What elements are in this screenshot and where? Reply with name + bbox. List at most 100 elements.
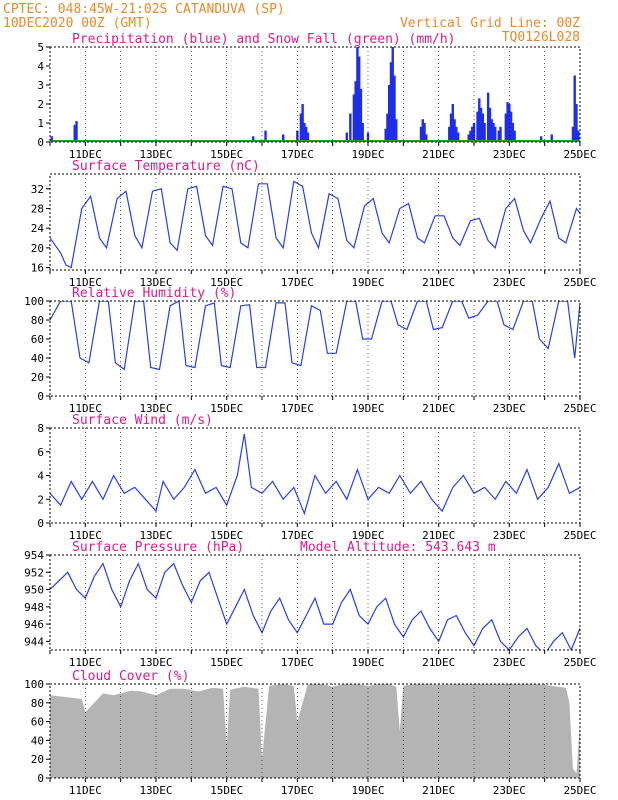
wind-ytick-label: 0 [37, 517, 44, 530]
cloud-xtick-label: 19DEC [351, 784, 384, 797]
precip-bar [299, 113, 303, 142]
temp-xtick-label: 21DEC [422, 276, 455, 289]
wind-ytick-label: 6 [37, 446, 44, 459]
precip-bar [425, 134, 428, 142]
cloud-xtick-label: 23DEC [493, 784, 526, 797]
precip-bar [506, 102, 509, 142]
precip-bar [423, 123, 426, 142]
precip-bar [366, 132, 370, 142]
temp-xtick-label: 15DEC [210, 276, 243, 289]
pres-xtick-label: 21DEC [422, 656, 455, 669]
precip-bar [577, 130, 580, 142]
cloud-xtick-label: 11DEC [69, 784, 102, 797]
precip-bar [467, 134, 470, 142]
precip-xtick-label: 19DEC [351, 148, 384, 161]
precip-bar [282, 134, 285, 142]
temp-xtick-label: 11DEC [69, 276, 102, 289]
pres-xtick-label: 15DEC [210, 656, 243, 669]
cloud-ytick-label: 0 [37, 772, 44, 785]
rh-xtick-label: 11DEC [69, 402, 102, 415]
cloud-xtick-label: 17DEC [281, 784, 314, 797]
wind-ytick-label: 8 [37, 422, 44, 435]
precip-bar [469, 130, 472, 142]
precip-xtick-label: 17DEC [281, 148, 314, 161]
cloud-ytick-label: 40 [31, 734, 44, 747]
temp-ytick-label: 20 [31, 242, 44, 255]
cloud-area [50, 684, 580, 778]
precip-bar [349, 113, 352, 142]
header-model: TQ0126L028 [502, 30, 580, 45]
precip-bar [471, 126, 474, 142]
wind-panel: Surface Wind (m/s) 0 2 4 6 8 11DEC 13DEC 15DEC 17… [37, 413, 596, 542]
cloud-ytick-label: 80 [31, 697, 44, 710]
wind-ytick-label: 4 [37, 470, 44, 483]
temp-ytick-label: 16 [31, 262, 44, 275]
precip-bar [389, 62, 393, 142]
temp-xtick-label: 23DEC [493, 276, 526, 289]
precip-xtick-label: 13DEC [139, 148, 172, 161]
wind-xtick-label: 17DEC [281, 529, 314, 542]
pres-xtick-label: 23DEC [493, 656, 526, 669]
wind-xtick-label: 23DEC [493, 529, 526, 542]
rh-ytick-label: 40 [31, 352, 44, 365]
header-station: CPTEC: 048:45W-21:02S CATANDUVA (SP) [3, 2, 285, 17]
precip-ytick-label: 2 [37, 98, 44, 111]
cloud-ytick-label: 20 [31, 753, 44, 766]
cloud-frame [49, 683, 581, 779]
precip-bar [345, 132, 348, 142]
precip-panel: Precipitation (blue) and Snow Fall (gree… [37, 32, 596, 161]
precip-bar [499, 126, 502, 142]
precip-bar [306, 132, 310, 142]
precip-bar [357, 56, 361, 142]
rh-xtick-label: 15DEC [210, 402, 243, 415]
rh-xtick-label: 25DEC [563, 402, 596, 415]
precip-bar [296, 130, 299, 142]
precip-bar [50, 136, 53, 142]
precip-bar [264, 130, 267, 142]
pres-xtick-label: 19DEC [351, 656, 384, 669]
precip-bar [479, 107, 483, 142]
rh-xtick-label: 17DEC [281, 402, 314, 415]
precip-bar [301, 104, 304, 142]
cloud-panel: Cloud Cover (%) 0 20 40 60 80 100 11DEC 13DEC 15D… [24, 669, 596, 797]
rh-ytick-label: 80 [31, 314, 44, 327]
precip-bar [483, 123, 486, 142]
precip-bar [361, 123, 364, 142]
precip-bar [490, 119, 493, 142]
rh-ytick-label: 60 [31, 333, 44, 346]
precip-bar [384, 128, 387, 142]
precip-bar [393, 75, 396, 142]
header-date: 10DEC2020 00Z (GMT) [3, 16, 152, 31]
precip-bar [573, 75, 576, 142]
precip-bar [472, 123, 476, 142]
temp-title: Surface Temperature (nC) [72, 159, 260, 174]
precip-bar [419, 126, 423, 142]
cloud-title: Cloud Cover (%) [72, 669, 189, 684]
precip-bar [494, 126, 497, 142]
wind-title: Surface Wind (m/s) [72, 413, 213, 428]
precip-xtick-label: 11DEC [69, 148, 102, 161]
pres-xtick-label: 25DEC [563, 656, 596, 669]
rh-ytick-label: 20 [31, 371, 44, 384]
precip-bar [575, 104, 578, 142]
precip-bar [391, 47, 394, 142]
precip-bar [509, 111, 513, 142]
cloud-ytick-label: 100 [24, 678, 44, 691]
precip-bar [455, 126, 458, 142]
pres-series-line [50, 562, 580, 650]
wind-xtick-label: 21DEC [422, 529, 455, 542]
precip-frame [49, 46, 581, 143]
wind-xtick-label: 25DEC [563, 529, 596, 542]
precip-bar [395, 119, 398, 142]
temp-series-line [50, 180, 580, 269]
precip-bar [511, 123, 515, 142]
precip-bar [386, 113, 389, 142]
cloud-xtick-label: 15DEC [210, 784, 243, 797]
precip-bar [303, 123, 306, 142]
precip-bar [478, 98, 481, 142]
precip-bar [449, 113, 453, 142]
wind-ytick-label: 2 [37, 493, 44, 506]
pres-xtick-label: 17DEC [281, 656, 314, 669]
header-gridline: Vertical Grid Line: 00Z [400, 16, 580, 31]
